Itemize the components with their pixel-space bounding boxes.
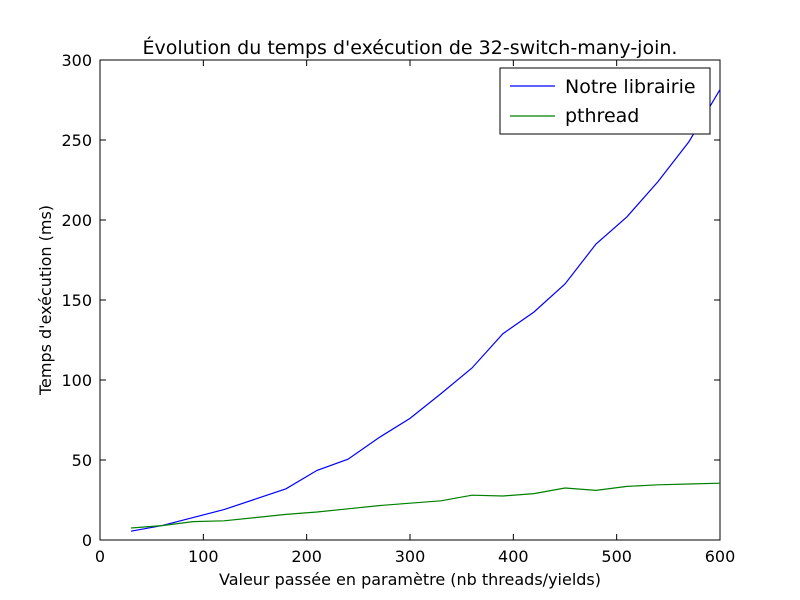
x-tick-label: 600: [705, 547, 736, 566]
series-line-pthread: [130, 482, 721, 529]
plot-area: 0 100 200 300 400 500 600 0 50 100 150 200 250 300: [61, 51, 735, 566]
x-tick-label: 200: [291, 547, 322, 566]
x-tick-label: 100: [188, 547, 219, 566]
y-tick-label: 0: [82, 531, 92, 550]
y-tick-label: 200: [61, 211, 92, 230]
chart-title: Évolution du temps d'exécution de 32-swi…: [143, 36, 678, 59]
x-tick-label: 400: [498, 547, 529, 566]
legend-label-notre-librairie: Notre librairie: [565, 76, 696, 98]
series-line-notre-librairie: [130, 89, 721, 532]
y-tick-label: 50: [72, 451, 92, 470]
y-axis-title: Temps d'exécution (ms): [36, 205, 55, 396]
series-layer: [130, 89, 721, 532]
legend-label-pthread: pthread: [565, 105, 639, 127]
y-tick-label: 300: [61, 51, 92, 70]
x-tick-label: 300: [395, 547, 426, 566]
legend-box: [499, 67, 711, 135]
x-tick-label: 0: [95, 547, 105, 566]
y-tick-label: 250: [61, 131, 92, 150]
legend: Notre librairie pthread: [499, 67, 711, 135]
ticks-layer: 0 100 200 300 400 500 600 0 50 100 150 200 250 300: [61, 51, 735, 566]
x-axis-title: Valeur passée en paramètre (nb threads/y…: [219, 570, 601, 589]
y-tick-label: 150: [61, 291, 92, 310]
y-tick-label: 100: [61, 371, 92, 390]
x-tick-label: 500: [601, 547, 632, 566]
